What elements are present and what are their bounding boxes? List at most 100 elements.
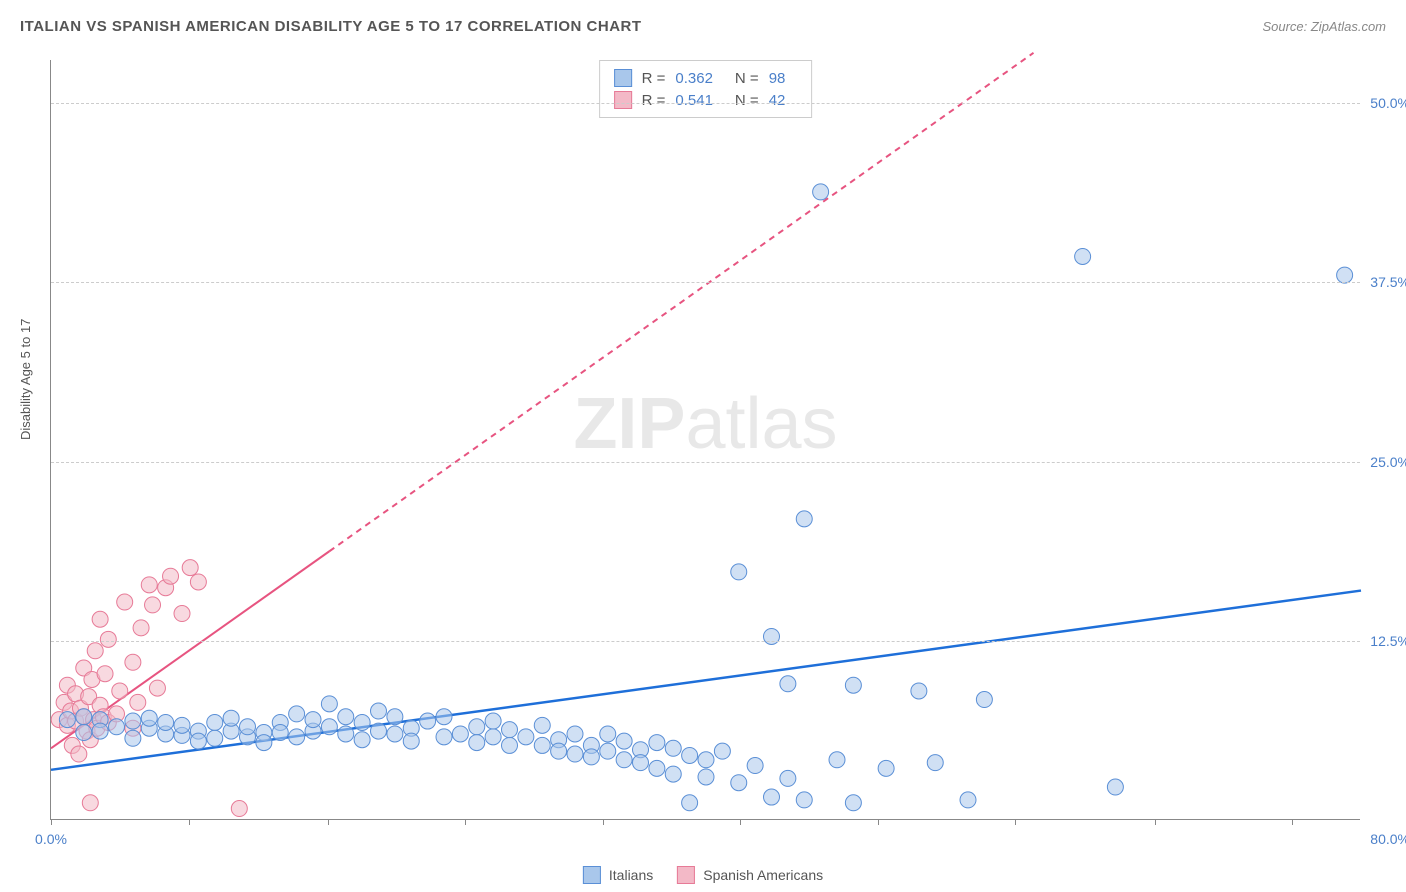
data-point <box>731 564 747 580</box>
data-point <box>665 740 681 756</box>
data-point <box>452 726 468 742</box>
data-point <box>321 719 337 735</box>
data-point <box>371 723 387 739</box>
data-point <box>387 709 403 725</box>
data-point <box>649 735 665 751</box>
data-point <box>158 714 174 730</box>
data-point <box>207 714 223 730</box>
data-point <box>256 735 272 751</box>
data-point <box>796 511 812 527</box>
data-point <box>223 710 239 726</box>
data-point <box>813 184 829 200</box>
data-point <box>125 730 141 746</box>
data-point <box>141 710 157 726</box>
data-point <box>649 760 665 776</box>
data-point <box>125 713 141 729</box>
chart-title: ITALIAN VS SPANISH AMERICAN DISABILITY A… <box>20 18 642 35</box>
data-point <box>502 737 518 753</box>
xtick <box>1292 819 1293 825</box>
data-point <box>829 752 845 768</box>
data-point <box>665 766 681 782</box>
data-point <box>231 801 247 817</box>
data-point <box>469 719 485 735</box>
data-point <box>780 676 796 692</box>
data-point <box>321 696 337 712</box>
gridline <box>51 641 1360 642</box>
data-point <box>583 749 599 765</box>
data-point <box>764 789 780 805</box>
gridline <box>51 103 1360 104</box>
data-point <box>616 733 632 749</box>
data-point <box>190 574 206 590</box>
data-point <box>764 628 780 644</box>
data-point <box>174 606 190 622</box>
ytick-label: 25.0% <box>1365 454 1406 470</box>
data-point <box>600 726 616 742</box>
swatch-italians <box>614 69 632 87</box>
data-point <box>960 792 976 808</box>
data-point <box>534 717 550 733</box>
data-point <box>338 726 354 742</box>
data-point <box>551 743 567 759</box>
y-axis-label: Disability Age 5 to 17 <box>18 319 33 440</box>
data-point <box>145 597 161 613</box>
data-point <box>518 729 534 745</box>
data-point <box>845 677 861 693</box>
data-point <box>796 792 812 808</box>
data-point <box>371 703 387 719</box>
legend-item-spanish: Spanish Americans <box>677 866 823 884</box>
data-point <box>485 713 501 729</box>
data-point <box>485 729 501 745</box>
data-point <box>174 717 190 733</box>
data-point <box>436 729 452 745</box>
scatter-svg <box>51 60 1360 819</box>
xtick-label: 0.0% <box>35 831 67 847</box>
data-point <box>436 709 452 725</box>
data-point <box>125 654 141 670</box>
xtick <box>189 819 190 825</box>
data-point <box>633 755 649 771</box>
data-point <box>133 620 149 636</box>
data-point <box>534 737 550 753</box>
data-point <box>190 733 206 749</box>
data-point <box>780 770 796 786</box>
plot-area: ZIPatlas R =0.362 N =98 R =0.541 N =42 1… <box>50 60 1360 820</box>
data-point <box>927 755 943 771</box>
stats-legend: R =0.362 N =98 R =0.541 N =42 <box>599 60 813 118</box>
data-point <box>117 594 133 610</box>
data-point <box>338 709 354 725</box>
data-point <box>272 725 288 741</box>
xtick <box>1015 819 1016 825</box>
data-point <box>76 709 92 725</box>
xtick <box>328 819 329 825</box>
swatch-spanish-icon <box>677 866 695 884</box>
xtick <box>740 819 741 825</box>
data-point <box>387 726 403 742</box>
data-point <box>567 726 583 742</box>
data-point <box>141 577 157 593</box>
gridline <box>51 282 1360 283</box>
ytick-label: 50.0% <box>1365 95 1406 111</box>
data-point <box>163 568 179 584</box>
data-point <box>976 692 992 708</box>
data-point <box>149 680 165 696</box>
bottom-legend: Italians Spanish Americans <box>583 866 823 884</box>
data-point <box>207 730 223 746</box>
data-point <box>1075 248 1091 264</box>
data-point <box>130 694 146 710</box>
swatch-italians-icon <box>583 866 601 884</box>
data-point <box>109 719 125 735</box>
data-point <box>698 752 714 768</box>
data-point <box>59 712 75 728</box>
data-point <box>502 722 518 738</box>
data-point <box>682 795 698 811</box>
xtick <box>603 819 604 825</box>
data-point <box>420 713 436 729</box>
data-point <box>469 735 485 751</box>
data-point <box>82 795 98 811</box>
data-point <box>87 643 103 659</box>
xtick <box>1155 819 1156 825</box>
legend-item-italians: Italians <box>583 866 653 884</box>
data-point <box>747 758 763 774</box>
xtick <box>465 819 466 825</box>
